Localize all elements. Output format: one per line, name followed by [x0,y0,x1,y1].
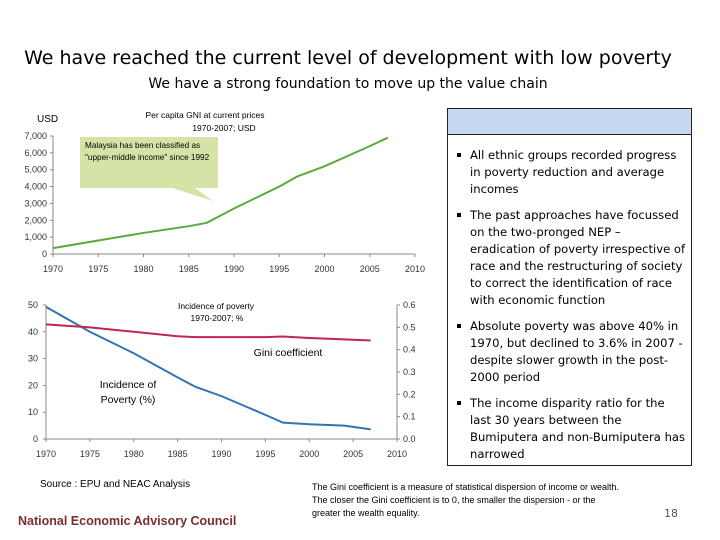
poverty-line [45,306,371,431]
x-tick-label: 1975 [88,264,108,274]
y2-tick-label: 0.6 [403,300,416,310]
x-tick-label: 1980 [124,449,144,459]
y-tick-label: 4,000 [24,182,47,192]
slide-title: We have reached the current level of dev… [24,47,672,69]
chart-title: Per capita GNI at current prices [145,110,264,120]
chart-title: Incidence of poverty [178,301,255,311]
gini-line [45,323,371,342]
x-tick-label: 1985 [179,264,199,274]
bullet-item: Absolute poverty was above 40% in 1970, … [457,318,687,386]
chart-subtitle: 1970-2007; % [191,313,244,323]
x-tick-label: 1970 [36,449,56,459]
callout-text: Malaysia has been classified as "upper-m… [85,141,210,162]
y-tick-label: 10 [28,407,38,417]
x-tick-label: 1975 [80,449,100,459]
y2-tick-label: 0.2 [403,389,416,399]
y-tick-label: 0 [33,434,38,444]
y-tick-label: 0 [42,249,47,259]
y2-tick-label: 0.5 [403,322,416,332]
y-tick-label: 6,000 [24,148,47,158]
y-axis-label: USD [37,114,58,125]
x-tick-label: 1985 [168,449,188,459]
bullet-list: All ethnic groups recorded progress in p… [448,147,691,463]
y-tick-label: 40 [28,327,38,337]
y-tick-label: 2,000 [24,215,47,225]
x-tick-label: 2000 [314,264,334,274]
poverty-series-label: Incidence of Poverty (%) [99,379,157,406]
x-tick-label: 1990 [211,449,231,459]
x-tick-label: 1995 [269,264,289,274]
callout-box [80,137,218,201]
x-tick-label: 1980 [133,264,153,274]
gni-chart: 0 1,000 2,000 3,000 4,000 5,000 6,000 7,000 1970… [24,110,425,274]
bullet-item: The income disparity ratio for the last … [457,396,686,461]
x-tick-label: 1990 [224,264,244,274]
page-number: 18 [664,507,678,520]
y-tick-label: 5,000 [24,165,47,175]
y2-tick-label: 0.1 [403,412,416,422]
chart-subtitle: 1970-2007; USD [192,123,255,133]
slide-subtitle: We have a strong foundation to move up t… [148,76,548,92]
x-tick-label: 2010 [387,449,407,459]
panel-header [448,109,691,135]
y-tick-label: 50 [28,300,38,310]
y-tick-label: 30 [28,354,38,364]
y2-tick-label: 0.0 [403,434,416,444]
y2-tick-label: 0.4 [403,345,416,355]
y-tick-label: 3,000 [24,198,47,208]
x-tick-label: 2005 [360,264,380,274]
poverty-gini-chart: 0 10 20 30 40 50 0.0 0.1 0.2 0.3 0.4 0.5 0.6 1970 1975… [28,300,416,459]
key-points-panel: All ethnic groups recorded progress in p… [447,108,692,466]
x-tick-label: 2005 [343,449,363,459]
source-note: Source : EPU and NEAC Analysis [40,479,191,490]
x-tick-label: 1970 [43,264,63,274]
x-tick-label: 2000 [299,449,319,459]
callout: Malaysia has been classified as "upper-m… [85,141,210,162]
gini-footnote: The Gini coefficient is a measure of sta… [312,482,619,518]
y-tick-label: 7,000 [24,131,47,141]
gini-series-label: Gini coefficient [254,347,323,359]
x-tick-label: 1995 [255,449,275,459]
bullet-item: The past approaches have focussed on the… [457,208,686,307]
bullet-item: All ethnic groups recorded progress in p… [457,147,687,198]
y-tick-label: 1,000 [24,232,47,242]
y2-tick-label: 0.3 [403,367,416,377]
x-tick-label: 2010 [405,264,425,274]
organization-name: National Economic Advisory Council [18,514,237,528]
y-tick-label: 20 [28,380,38,390]
poverty-label: Incidence of Poverty (%) [99,379,157,406]
